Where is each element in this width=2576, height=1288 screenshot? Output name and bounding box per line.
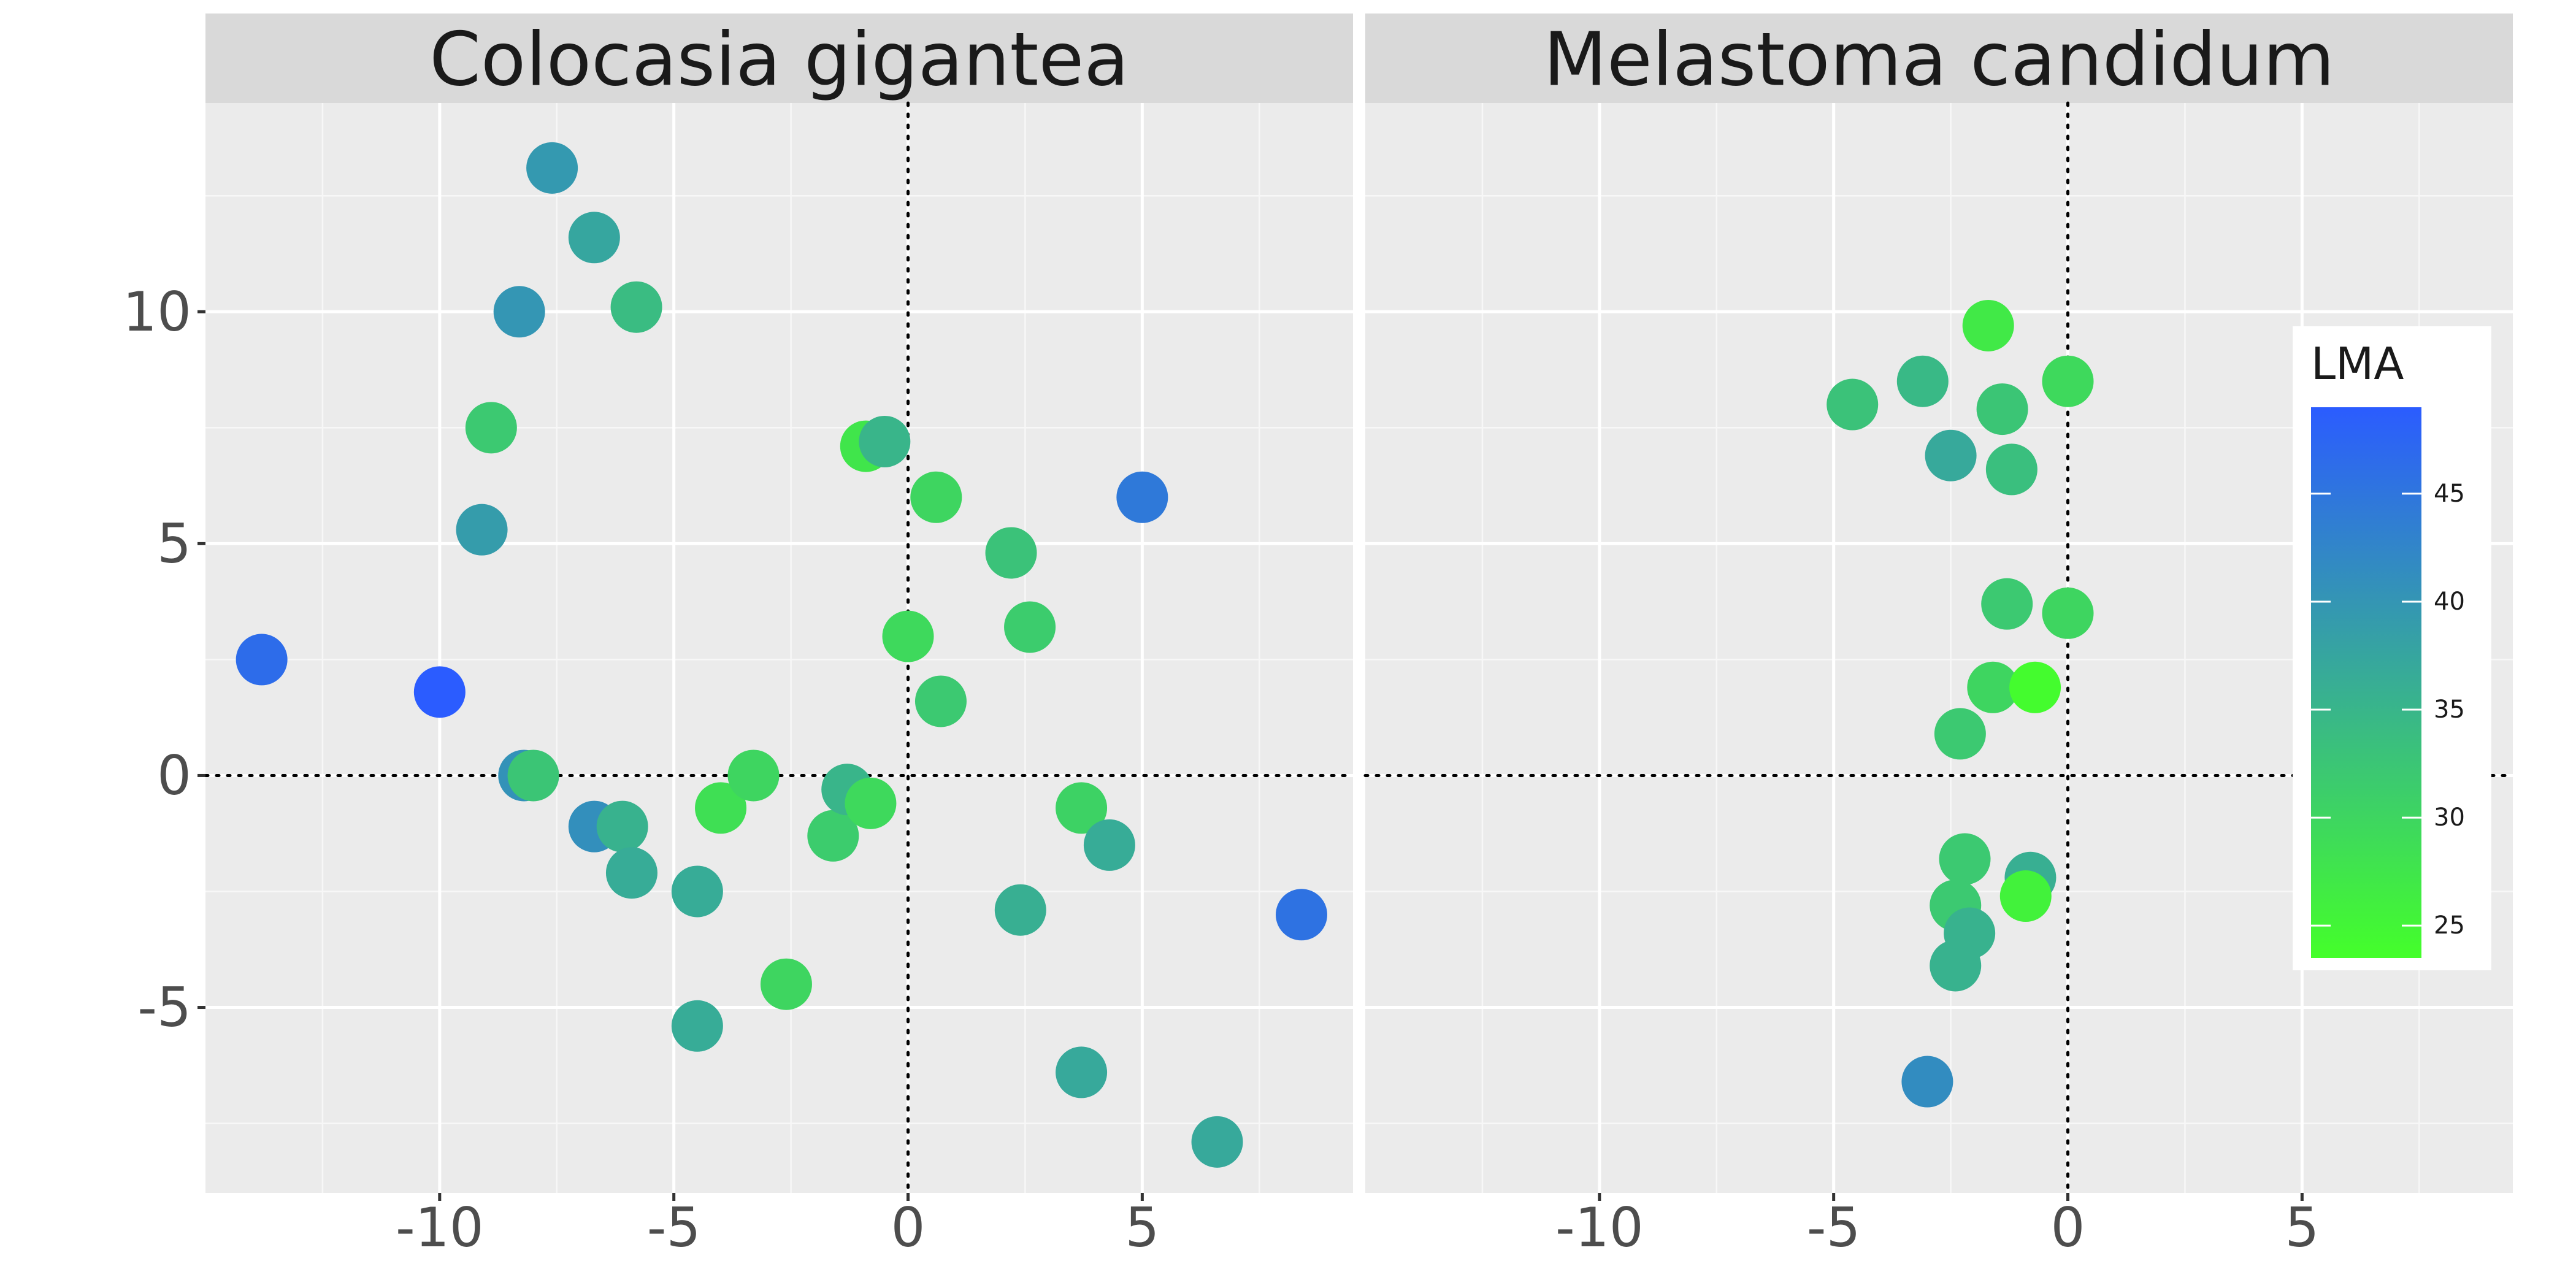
data-point [456,504,508,556]
data-point [985,527,1037,579]
data-point [493,286,545,338]
y-tick-label: 0 [157,744,191,807]
data-point [568,212,620,264]
panel-2-strip [1365,13,2513,103]
panel-2-points [1827,299,2094,1108]
data-point [914,675,967,727]
data-point [507,749,559,802]
data-point [1896,355,1949,407]
data-point [413,666,466,718]
data-point [526,142,578,194]
x-tick-label: -10 [1555,1196,1644,1259]
data-point [994,884,1046,936]
data-point [596,800,648,853]
data-point [1999,870,2052,922]
x-tick-label: -5 [1807,1196,1861,1259]
data-point [727,749,780,802]
data-point [1962,299,2014,351]
data-point [2009,661,2061,713]
data-point [859,416,911,468]
x-tick-label: 0 [2051,1196,2085,1259]
data-point [1939,833,1991,885]
y-tick-label: 10 [123,280,191,343]
legend-tick-label: 25 [2434,911,2465,940]
data-point [845,777,897,829]
x-tick-label: 0 [891,1196,926,1259]
data-point [1934,708,1986,760]
panel-2-reference-lines [1363,101,2515,1195]
legend-colorbar [2311,407,2421,958]
legend-title: LMA [2311,338,2404,389]
data-point [1056,782,1108,834]
data-point [1056,1046,1108,1098]
data-point [882,610,934,662]
panel-1-title: Colocasia gigantea [429,18,1129,103]
data-point [1275,889,1327,941]
x-axis-panel-2: -10 -5 0 5 [1555,1193,2319,1259]
x-tick-label: 5 [2285,1196,2319,1259]
data-point [1083,819,1135,871]
data-point [1827,378,1879,431]
data-point [2042,355,2094,407]
data-point [1967,661,2019,713]
panel-2-title: Melastoma candidum [1544,18,2335,103]
data-point [760,958,812,1010]
legend-ticks: 25 30 35 40 45 [2311,480,2465,940]
data-point [236,634,288,686]
panel-colocasia-gigantea: Colocasia gigantea [204,13,1355,1195]
x-axis-panel-1: -10 -5 0 5 [396,1193,1159,1259]
data-point [1191,1116,1243,1168]
legend-tick-label: 30 [2434,803,2465,832]
data-point [610,281,662,333]
data-point [1976,383,2028,435]
data-point [1981,578,2033,630]
x-tick-label: -10 [396,1196,484,1259]
data-point [1901,1056,1953,1108]
y-axis: -5 0 5 10 [123,280,205,1039]
panel-1-plot-area [205,103,1353,1193]
y-tick-label: 5 [157,512,191,575]
legend-tick-label: 40 [2434,588,2465,616]
data-point [671,865,723,918]
data-point [2042,587,2094,639]
data-point [605,847,657,899]
x-tick-label: -5 [647,1196,701,1259]
data-point [1116,471,1168,523]
y-tick-label: -5 [137,976,191,1039]
data-point [1930,940,1982,992]
data-point [671,1000,723,1052]
color-legend: LMA 25 30 35 40 45 [2293,326,2491,970]
data-point [465,402,517,454]
panel-1-points [236,142,1327,1168]
legend-tick-label: 35 [2434,696,2465,724]
data-point [1004,601,1056,653]
legend-tick-label: 45 [2434,480,2465,508]
data-point [807,810,859,862]
data-point [1985,443,2037,496]
data-point [910,471,962,523]
data-point [1925,429,1977,481]
panel-1-strip [205,13,1353,103]
x-tick-label: 5 [1125,1196,1159,1259]
data-point [695,782,747,834]
